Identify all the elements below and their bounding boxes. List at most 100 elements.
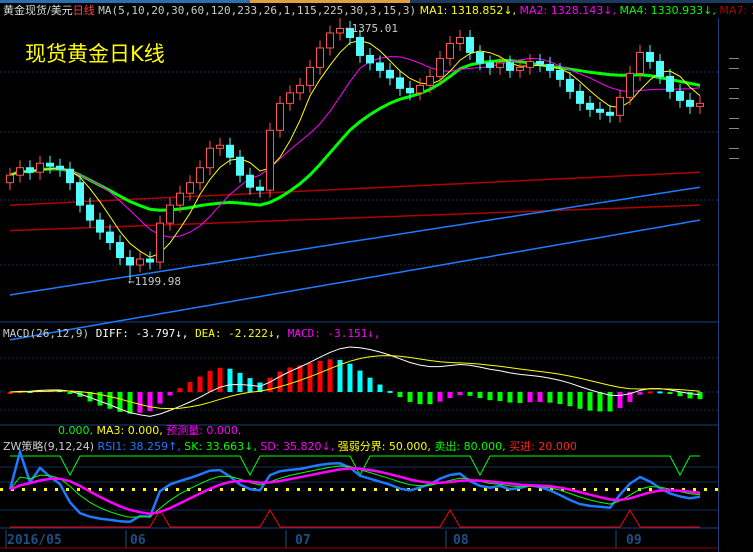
- sd-line: [9, 467, 701, 516]
- macd-bar: [537, 392, 543, 403]
- macd-bar: [327, 359, 333, 392]
- candle-body: [436, 57, 444, 77]
- candle-body: [676, 90, 684, 101]
- macd-bar: [467, 392, 473, 396]
- macd-bar: [377, 384, 383, 392]
- sidebar-glyph: [729, 118, 739, 129]
- macd-bar: [417, 392, 423, 405]
- macd-name: MACD(26,12,9): [3, 327, 90, 340]
- candle-body: [216, 144, 224, 149]
- date-label-3: 08: [453, 533, 469, 548]
- candle-body: [386, 69, 394, 79]
- candle-body: [166, 204, 174, 224]
- long-ma-line: [9, 219, 701, 341]
- ma2-line: [9, 56, 701, 238]
- candle-body: [586, 102, 594, 110]
- macd-bar: [397, 392, 403, 398]
- candle-body: [186, 182, 194, 194]
- candle-body: [446, 42, 454, 59]
- candle-body: [646, 51, 654, 62]
- ma4-line: [9, 58, 701, 212]
- ma7-value: MA7: 1272: [719, 4, 753, 17]
- candle-body: [596, 108, 604, 113]
- candle-body: [556, 69, 564, 80]
- sell-signal-line: [10, 455, 700, 477]
- candle-body: [36, 162, 44, 173]
- candle-body: [506, 62, 514, 71]
- candle-body: [146, 258, 154, 263]
- candle-body: [406, 87, 414, 94]
- candle-body: [486, 62, 494, 68]
- sidebar-glyph: [729, 148, 739, 159]
- ma1-line: [9, 39, 701, 258]
- macd-bar: [587, 392, 593, 411]
- macd-bar: [427, 392, 433, 405]
- candle-body: [356, 36, 364, 56]
- date-label-2: 07: [295, 533, 311, 548]
- macd-bar: [677, 392, 683, 397]
- macd-bar: [447, 392, 453, 399]
- macd-bar: [627, 392, 633, 402]
- candle-body: [16, 167, 24, 176]
- candle-body: [346, 27, 354, 38]
- ma1-value: MA1: 1318.852↓,: [419, 4, 517, 17]
- candle-body: [576, 90, 584, 104]
- candle-body: [116, 242, 124, 259]
- high-price-label: ←1375.01: [345, 22, 398, 35]
- macd-bar: [597, 392, 603, 412]
- macd-bar: [107, 392, 113, 409]
- zw-name: ZW策略(9,12,24): [3, 440, 94, 453]
- candle-body: [136, 258, 144, 266]
- macd-bar: [167, 392, 173, 396]
- macd-bar: [237, 372, 243, 392]
- candle-body: [696, 102, 704, 107]
- buy-value: 买进: 20.000: [509, 440, 577, 453]
- macd-bar: [517, 392, 523, 403]
- macd-bar: [567, 392, 573, 407]
- macd-bar: [297, 365, 303, 392]
- macd-bar: [127, 392, 133, 414]
- candle-body: [516, 66, 524, 71]
- candle-body: [526, 60, 534, 68]
- macd-bar: [557, 392, 563, 405]
- buy-signal-line: [10, 509, 700, 528]
- macd-bar: [527, 392, 533, 403]
- macd-bar: [197, 376, 203, 392]
- candle-body: [496, 62, 504, 68]
- candle-body: [86, 204, 94, 221]
- date-label-1: 06: [130, 533, 146, 548]
- candle-body: [426, 75, 434, 86]
- macd-bar: [497, 392, 503, 401]
- overlay-title: 现货黄金日K线: [25, 42, 165, 66]
- candle-body: [236, 156, 244, 176]
- price-panel-header: 黄金现货/美元日线 MA(5,10,20,30,60,120,233,26,1,…: [3, 4, 753, 17]
- macd-bar: [307, 363, 313, 392]
- candle-body: [276, 102, 284, 131]
- macd-bar: [7, 392, 13, 394]
- candle-body: [76, 182, 84, 206]
- candle-body: [546, 63, 554, 71]
- volume-header: 0.000, MA3: 0.000, 预测量: 0.000,: [58, 424, 241, 437]
- candle-body: [656, 60, 664, 77]
- macd-bar: [647, 391, 653, 394]
- candle-body: [6, 174, 14, 184]
- macd-bar: [97, 392, 103, 406]
- candle-body: [56, 165, 64, 170]
- sell-value: 卖出: 80.000,: [434, 440, 506, 453]
- period-label: 日线: [72, 4, 95, 17]
- instrument-name: 黄金现货/美元: [3, 4, 73, 17]
- boundary-value: 强弱分界: 50.000,: [337, 440, 431, 453]
- macd-bar: [487, 392, 493, 401]
- macd-bar: [387, 390, 393, 393]
- candle-body: [26, 167, 34, 173]
- candle-body: [196, 167, 204, 184]
- long-ma-line: [9, 204, 701, 232]
- date-label-4: 09: [626, 533, 642, 548]
- candle-body: [366, 54, 374, 64]
- macd-bar: [157, 392, 163, 404]
- sidebar-glyph: [729, 58, 739, 69]
- ma2-value: MA2: 1328.143↓,: [519, 4, 616, 17]
- ma3-value: MA3: 0.000,: [96, 424, 163, 437]
- right-sidebar[interactable]: [718, 18, 753, 552]
